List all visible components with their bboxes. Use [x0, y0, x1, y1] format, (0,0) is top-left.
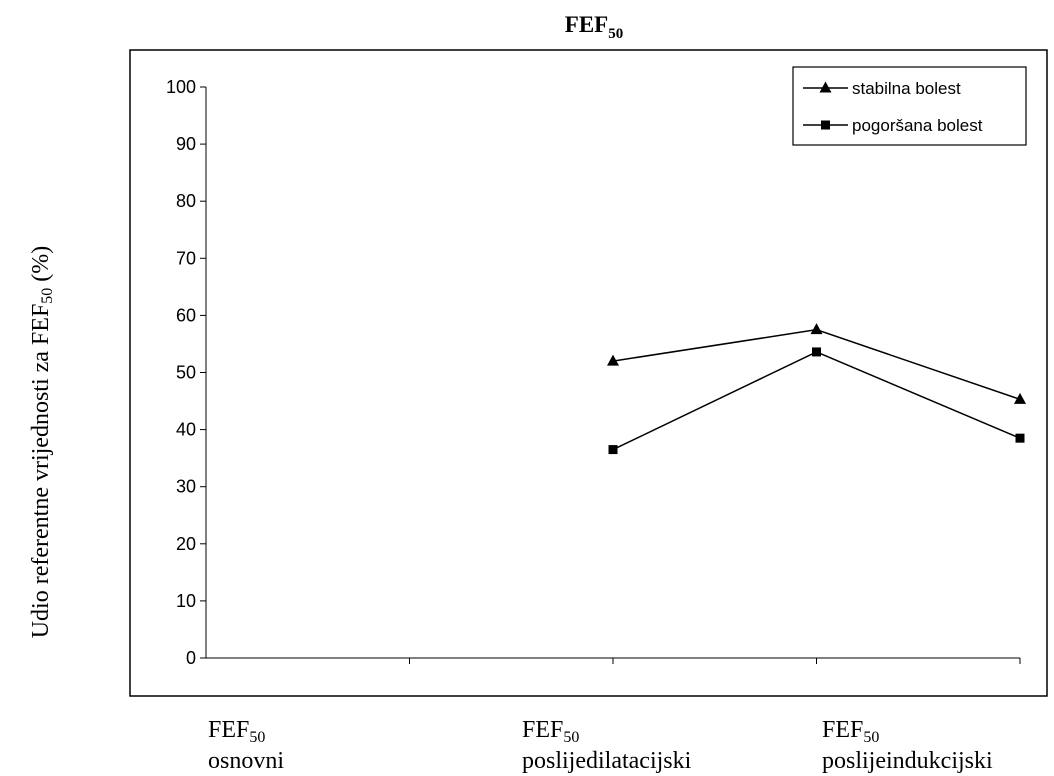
category-label-text: FEF: [522, 717, 563, 743]
y-axis-label-subscript: 50: [39, 288, 56, 304]
x-axis-ticks: [409, 658, 1021, 664]
category-label-subscript: 50: [249, 729, 265, 746]
y-tick-label: 20: [176, 534, 196, 554]
legend-box: [792, 66, 1027, 146]
series-group: [607, 323, 1026, 455]
y-axis-label: Udio referentne vrijednosti za FEF50 (%): [28, 246, 56, 639]
y-axis-label-text: Udio referentne vrijednosti za FEF: [28, 304, 54, 639]
category-label-text: FEF: [208, 717, 249, 743]
data-point-triangle: [810, 323, 823, 335]
category-label-line1: FEF50: [822, 717, 879, 746]
legend: stabilna bolest pogoršana bolest: [792, 66, 1027, 146]
data-point-square: [608, 445, 618, 455]
category-label-line1: FEF50: [208, 717, 265, 746]
category-label-line2: osnovni: [208, 748, 284, 774]
y-tick-label: 80: [176, 191, 196, 211]
y-tick-label: 100: [166, 77, 196, 97]
legend-label-stabilna: stabilna bolest: [852, 79, 961, 98]
legend-label-pogorsana: pogoršana bolest: [852, 116, 983, 135]
category-label-text: FEF: [822, 717, 863, 743]
category-label-subscript: 50: [863, 729, 879, 746]
category-labels: FEF50osnovniFEF50poslijedilatacijskiFEF5…: [208, 717, 993, 774]
data-point-triangle: [607, 354, 619, 366]
data-point-square: [812, 347, 821, 357]
data-point-triangle: [1014, 392, 1026, 404]
data-point-square: [1015, 433, 1025, 443]
legend-marker-triangle: [819, 81, 832, 93]
y-axis-ticks: 0 10 20 30 40 50 60 70 80 90 100: [166, 77, 206, 668]
y-tick-label: 30: [176, 477, 196, 497]
chart-title-subscript: 50: [608, 26, 623, 42]
category-label-line2: poslijedilatacijski: [522, 748, 692, 774]
y-tick-label: 0: [186, 648, 196, 668]
y-tick-label: 90: [176, 134, 196, 154]
category-label-line2: poslijeindukcijski: [822, 748, 993, 774]
chart-title: FEF50: [565, 12, 623, 42]
y-tick-label: 60: [176, 305, 196, 325]
chart-title-text: FEF: [565, 12, 608, 37]
category-label-line1: FEF50: [522, 717, 579, 746]
y-axis-label-unit: (%): [28, 246, 54, 288]
chart-area-border: [129, 49, 1048, 697]
legend-marker-square: [821, 120, 830, 130]
y-tick-label: 70: [176, 248, 196, 268]
y-tick-label: 10: [176, 591, 196, 611]
category-label-subscript: 50: [563, 729, 579, 746]
y-tick-label: 50: [176, 363, 196, 383]
y-tick-label: 40: [176, 420, 196, 440]
